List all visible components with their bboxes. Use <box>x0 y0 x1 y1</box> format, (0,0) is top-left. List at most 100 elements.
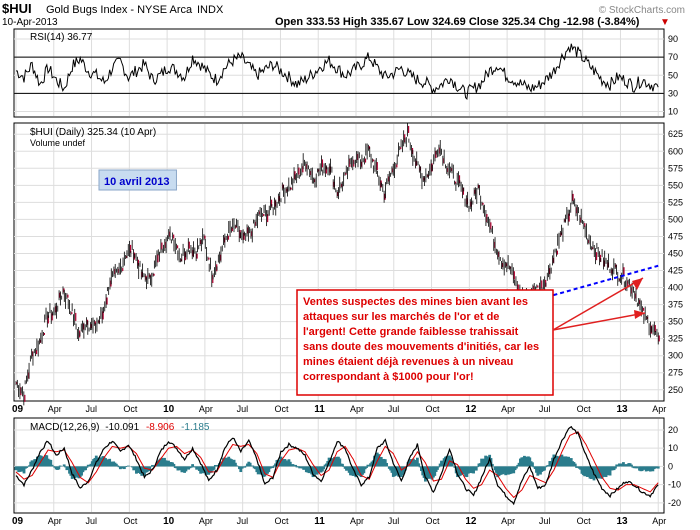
price-tick-label: 275 <box>668 368 683 378</box>
macd-histogram-bar <box>298 466 302 469</box>
macd-histogram-bar <box>126 465 130 467</box>
x-tick-label: Jul <box>237 516 249 526</box>
x-tick-label: Jul <box>539 516 551 526</box>
quote-down-arrow-icon: ▼ <box>660 17 670 28</box>
rsi-panel: RSI(14) 36.77 10 30 50 70 90 <box>13 28 678 118</box>
macd-histogram-bar <box>248 462 252 467</box>
x-tick-label: Jul <box>237 404 249 414</box>
macd-histogram-bar <box>383 459 387 467</box>
macd-histogram-bar <box>151 464 154 467</box>
x-tick-label: Oct <box>274 404 289 414</box>
price-tick-label: 625 <box>668 129 683 139</box>
macd-histogram-bar <box>291 464 295 467</box>
macd-histogram-bar <box>362 466 366 474</box>
price-tick-label: 525 <box>668 197 683 207</box>
commentary-text: Ventes suspectes des mines bien avant le… <box>303 296 539 383</box>
price-tick-label: 500 <box>668 214 683 224</box>
macd-histogram-bar <box>122 466 126 470</box>
x-tick-label: 10 <box>163 516 175 527</box>
macd-histogram-bar <box>22 466 26 474</box>
macd-histogram-bar <box>417 463 421 467</box>
price-tick-label: 325 <box>668 334 683 344</box>
macd-histogram-bar <box>614 466 617 469</box>
x-tick-label: Jul <box>86 516 98 526</box>
x-tick-label: Oct <box>123 404 138 414</box>
macd-histogram-bar <box>608 466 612 476</box>
x-tick-label: Apr <box>48 404 62 414</box>
macd-histogram-bar <box>288 461 292 467</box>
commentary-line: l'argent! Cette grande faiblesse trahiss… <box>303 326 519 338</box>
macd-histogram-bar <box>251 465 255 467</box>
macd-histogram-bar <box>213 465 217 467</box>
macd-histogram-bar <box>615 464 619 467</box>
date-annotation: 10 avril 2013 <box>104 176 169 188</box>
macd-histogram-bar <box>240 466 244 469</box>
x-tick-label: Apr <box>501 404 515 414</box>
rsi-tick-label: 50 <box>668 70 678 80</box>
macd-histogram-bar <box>25 466 29 468</box>
macd-histogram-bar <box>490 463 494 467</box>
commentary-line: mines étaient déjà revenues à un niveau <box>303 356 513 368</box>
price-panel: $HUI (Daily) 325.34 (10 Apr) Volume unde… <box>13 122 683 406</box>
x-tick-label: 09 <box>12 516 24 527</box>
commentary-line: attaques sur les marchés de l'or et de <box>303 311 499 323</box>
macd-histogram-bar <box>385 462 389 467</box>
macd-histogram-bar <box>267 466 271 473</box>
x-tick-label: Jul <box>86 404 98 414</box>
macd-histogram-bar <box>630 464 633 467</box>
x-tick-label: Oct <box>577 516 592 526</box>
macd-histogram-bar <box>116 465 120 467</box>
macd-histogram-bar <box>212 466 216 470</box>
macd-histogram-bar <box>403 466 407 471</box>
symbol-label: $HUI <box>2 1 32 16</box>
x-tick-label: Oct <box>577 404 592 414</box>
arrow-lower-head-icon <box>634 310 645 319</box>
macd-histogram-bar <box>114 463 118 467</box>
price-tick-label: 550 <box>668 180 683 190</box>
x-tick-label: 12 <box>465 516 477 527</box>
macd-histogram-bar <box>62 464 66 467</box>
x-tick-label: Oct <box>123 516 138 526</box>
macd-histogram-bar <box>191 464 195 467</box>
macd-histogram-bar <box>635 466 639 469</box>
x-tick-label: Apr <box>350 516 364 526</box>
macd-line <box>15 425 659 506</box>
x-tick-label: Apr <box>652 404 666 414</box>
macd-histogram-bar <box>656 466 660 469</box>
x-tick-label: Oct <box>426 516 441 526</box>
macd-histogram-bar <box>622 462 625 467</box>
watermark: © StockCharts.com <box>599 5 685 16</box>
macd-histogram-bar <box>474 466 478 471</box>
macd-histogram-bar <box>49 459 53 467</box>
price-tick-label: 250 <box>668 385 683 395</box>
macd-histogram-bar <box>543 466 546 471</box>
macd-legend-value: -10.091 <box>105 422 139 433</box>
x-tick-label: Apr <box>199 516 213 526</box>
macd-legend-signal: -8.906 <box>146 422 175 433</box>
x-tick-label: 09 <box>12 404 24 415</box>
rsi-tick-label: 10 <box>668 106 678 116</box>
macd-histogram-bar <box>341 463 344 467</box>
price-tick-label: 575 <box>668 163 683 173</box>
macd-tick-label: 10 <box>668 443 678 453</box>
macd-histogram-bar <box>365 466 368 468</box>
rsi-tick-label: 90 <box>668 34 678 44</box>
price-tick-label: 450 <box>668 248 683 258</box>
price-tick-label: 475 <box>668 231 683 241</box>
macd-histogram-bar <box>450 461 454 467</box>
macd-histogram-bar <box>148 466 152 471</box>
macd-panel: MACD(12,26,9) -10.091 -8.906 -1.185 -20 -… <box>13 417 681 514</box>
price-tick-label: 600 <box>668 146 683 156</box>
x-tick-label: Jul <box>539 404 551 414</box>
arrow-upper <box>552 277 644 331</box>
macd-histogram-bar <box>573 463 577 467</box>
volume-label: Volume undef <box>30 138 86 148</box>
x-tick-label: 11 <box>314 404 325 415</box>
x-tick-label: Jul <box>388 516 400 526</box>
macd-histogram-bar <box>544 466 548 468</box>
macd-histogram-bar <box>50 464 54 467</box>
x-tick-label: Oct <box>274 516 289 526</box>
price-tick-label: 400 <box>668 283 683 293</box>
rsi-label: RSI(14) 36.77 <box>30 32 93 43</box>
